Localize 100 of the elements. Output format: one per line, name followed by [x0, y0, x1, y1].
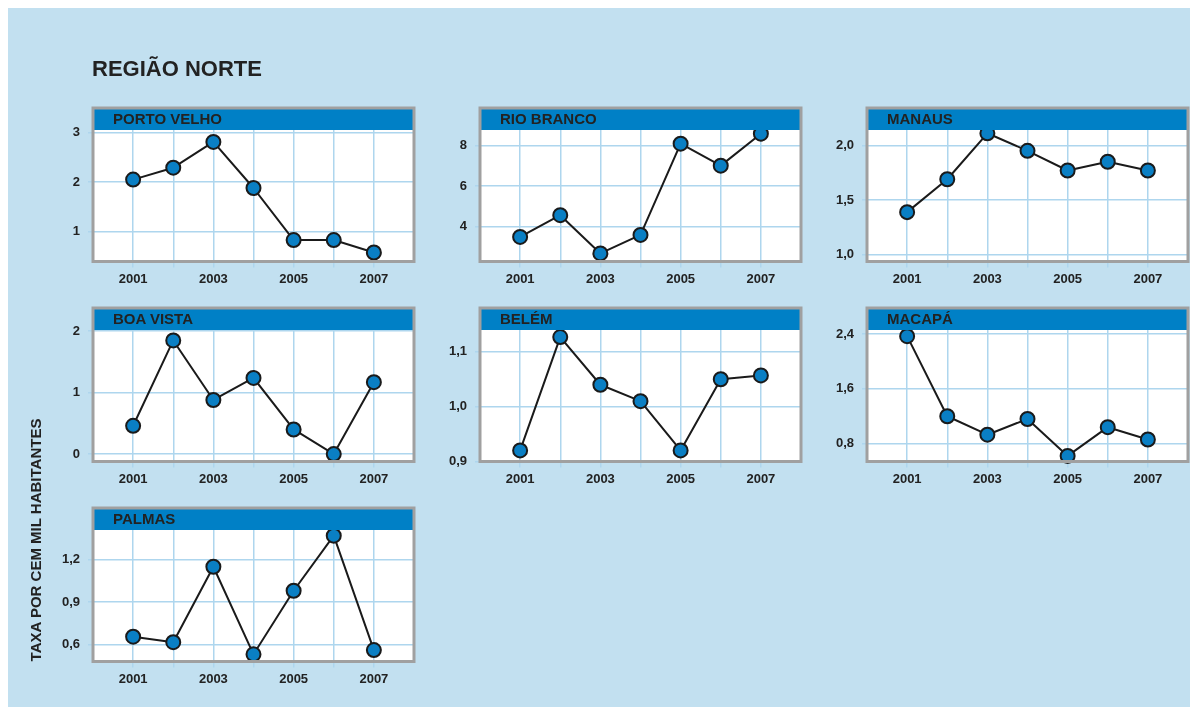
point — [1059, 162, 1076, 179]
chart-title: PALMAS — [113, 510, 176, 528]
point — [1139, 162, 1156, 179]
point — [672, 442, 689, 459]
point — [1099, 153, 1116, 170]
x-tick-label: 2001 — [505, 470, 535, 486]
x-tick-label: 2007 — [746, 270, 776, 286]
x-tick-label: 2007 — [359, 470, 389, 486]
x-tick-label: 2003 — [972, 270, 1002, 286]
x-tick-label: 2005 — [279, 670, 309, 686]
y-tick-label: 0 — [72, 445, 80, 461]
x-tick-label: 2007 — [746, 470, 776, 486]
chart-title: PORTO VELHO — [113, 110, 223, 128]
x-tick-label: 2007 — [1133, 270, 1163, 286]
point — [712, 371, 729, 388]
point — [285, 582, 302, 599]
x-tick-label: 2007 — [359, 670, 389, 686]
point — [165, 634, 182, 651]
x-tick-label: 2001 — [892, 470, 922, 486]
y-tick-label: 0,6 — [61, 636, 80, 652]
point — [552, 329, 569, 346]
point — [285, 232, 302, 249]
y-tick-label: 0,9 — [448, 452, 467, 468]
point — [125, 417, 142, 434]
x-tick-label: 2005 — [666, 470, 696, 486]
point — [712, 157, 729, 174]
y-tick-label: 2 — [72, 173, 80, 189]
point — [512, 442, 529, 459]
point — [512, 228, 529, 245]
x-tick-label: 2001 — [118, 470, 148, 486]
point — [285, 421, 302, 438]
x-tick-label: 2003 — [198, 270, 228, 286]
point — [245, 369, 262, 386]
point — [365, 374, 382, 391]
x-tick-label: 2003 — [972, 470, 1002, 486]
point — [939, 171, 956, 188]
y-tick-label: 6 — [459, 177, 467, 193]
y-tick-label: 8 — [459, 136, 467, 152]
x-tick-label: 2007 — [1133, 470, 1163, 486]
point — [592, 245, 609, 262]
chart-title: BELÉM — [500, 310, 553, 328]
point — [632, 226, 649, 243]
y-tick-label: 1,2 — [61, 551, 80, 567]
x-tick-label: 2001 — [118, 270, 148, 286]
y-tick-label: 1,0 — [835, 246, 854, 262]
point — [125, 628, 142, 645]
point — [1099, 419, 1116, 436]
y-tick-label: 2,4 — [835, 325, 855, 341]
point — [205, 392, 222, 408]
x-tick-label: 2005 — [1053, 270, 1083, 286]
x-tick-label: 2003 — [198, 670, 228, 686]
y-tick-label: 1,0 — [448, 398, 467, 414]
y-tick-label: 0,9 — [61, 593, 80, 609]
point — [165, 159, 182, 176]
point — [899, 204, 916, 221]
y-tick-label: 2 — [72, 322, 80, 338]
x-tick-label: 2001 — [118, 670, 148, 686]
y-tick-label: 1,6 — [835, 380, 854, 396]
x-tick-label: 2005 — [1053, 470, 1083, 486]
x-tick-label: 2005 — [279, 470, 309, 486]
chart-title: MANAUS — [887, 110, 953, 128]
point — [752, 367, 769, 384]
y-tick-label: 1 — [72, 223, 80, 239]
y-tick-label: 1,1 — [448, 343, 467, 359]
chart-title: MACAPÁ — [887, 310, 953, 328]
point — [552, 207, 569, 224]
point — [125, 171, 142, 188]
point — [1019, 142, 1036, 159]
point — [632, 393, 649, 410]
point — [165, 332, 182, 349]
point — [365, 244, 382, 261]
point — [1019, 410, 1036, 427]
x-tick-label: 2005 — [279, 270, 309, 286]
chart-title: BOA VISTA — [113, 310, 194, 328]
point — [325, 232, 342, 249]
point — [205, 558, 222, 575]
point — [365, 642, 382, 659]
point — [1139, 431, 1156, 448]
x-tick-label: 2001 — [505, 270, 535, 286]
text: TAXA POR CEM MIL HABITANTES — [26, 418, 44, 662]
point — [672, 135, 689, 152]
y-tick-label: 2,0 — [835, 136, 854, 152]
point — [939, 408, 956, 425]
y-tick-label: 1,5 — [835, 191, 854, 207]
x-tick-label: 2005 — [666, 270, 696, 286]
point — [979, 426, 996, 443]
text: REGIÃO NORTE — [92, 56, 262, 82]
x-tick-label: 2001 — [892, 270, 922, 286]
chart-title: RIO BRANCO — [500, 110, 597, 128]
x-tick-label: 2003 — [585, 270, 615, 286]
point — [245, 180, 262, 197]
point — [899, 328, 916, 345]
x-tick-label: 2003 — [198, 470, 228, 486]
y-tick-label: 3 — [72, 124, 80, 140]
x-tick-label: 2007 — [359, 270, 389, 286]
x-tick-label: 2003 — [585, 470, 615, 486]
y-tick-label: 0,8 — [835, 435, 854, 451]
point — [205, 133, 222, 150]
y-tick-label: 4 — [459, 218, 468, 234]
point — [592, 376, 609, 393]
